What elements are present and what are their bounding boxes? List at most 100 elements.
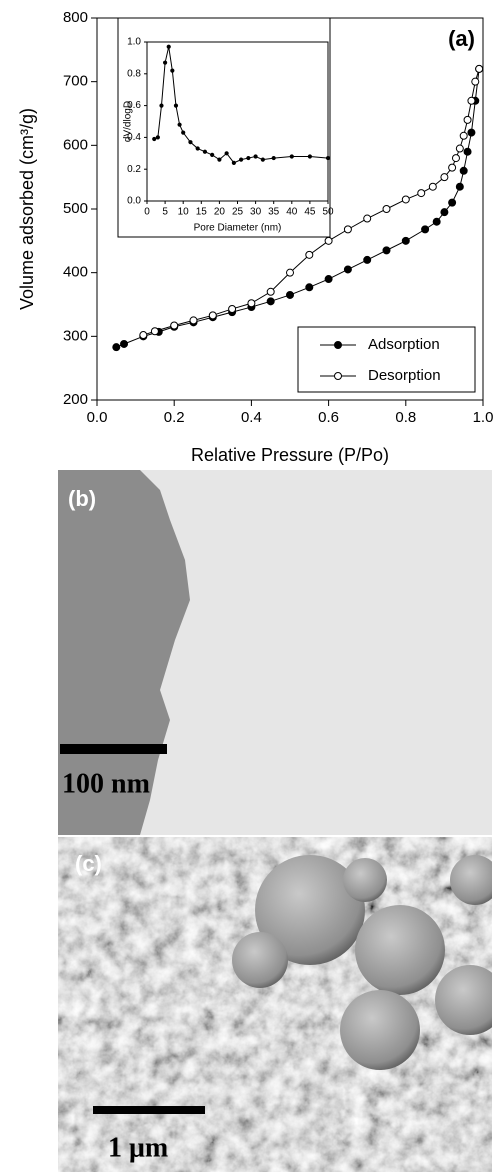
data-point — [228, 304, 237, 313]
data-point — [382, 246, 391, 255]
y-tick-label: 0.0 — [127, 196, 141, 207]
data-point — [448, 163, 457, 172]
y-tick-label: 300 — [63, 327, 88, 344]
x-tick-label: 0.6 — [318, 409, 339, 426]
data-point — [286, 268, 294, 277]
data-point — [455, 182, 464, 191]
data-point — [363, 255, 372, 264]
data-point — [286, 290, 294, 299]
data-point — [305, 250, 314, 259]
panel-label: (b) — [68, 486, 96, 511]
y-tick-label: 700 — [63, 73, 88, 90]
data-point — [467, 128, 476, 137]
data-point — [170, 321, 179, 330]
data-point — [120, 339, 129, 348]
y-tick-label: 200 — [63, 391, 88, 408]
sem-image — [58, 837, 492, 1172]
x-tick-label: 1.0 — [473, 409, 494, 426]
x-tick-label: 20 — [214, 207, 226, 218]
data-point — [305, 283, 314, 292]
legend-box — [297, 326, 476, 393]
data-point — [210, 152, 215, 157]
data-point — [401, 236, 410, 245]
y-axis-title: Volume adsorbed (cm³/g) — [17, 108, 37, 310]
x-tick-label: 35 — [268, 207, 280, 218]
data-point — [324, 275, 333, 284]
data-point — [417, 189, 426, 198]
data-point — [343, 225, 352, 234]
data-point — [471, 77, 480, 86]
data-point — [253, 154, 258, 159]
data-point — [440, 173, 449, 182]
data-point — [247, 299, 256, 308]
x-tick-label: 25 — [232, 207, 244, 218]
data-point — [428, 182, 437, 191]
scale-bar-label: 1 μm — [108, 1132, 168, 1163]
y-tick-label: 0.2 — [127, 164, 141, 175]
data-point — [163, 60, 168, 65]
data-point — [363, 214, 372, 223]
data-point — [475, 64, 484, 73]
data-point — [246, 155, 251, 161]
data-point — [150, 327, 159, 336]
data-point — [271, 155, 276, 161]
data-point — [173, 103, 179, 108]
data-point — [188, 140, 193, 145]
data-point — [467, 96, 476, 105]
data-point — [463, 115, 472, 124]
x-tick-label: 0.4 — [241, 409, 262, 426]
x-tick-label: 45 — [304, 207, 316, 218]
y-tick-label: 0.6 — [127, 100, 141, 111]
inset-frame — [117, 17, 331, 238]
data-point — [448, 198, 457, 207]
y-tick-label: 0.4 — [127, 132, 141, 143]
data-point — [155, 135, 160, 140]
data-point — [224, 151, 229, 156]
data-point — [463, 147, 472, 156]
tem-image — [58, 470, 492, 835]
x-axis-title: Relative Pressure (P/Po) — [191, 445, 389, 465]
y-tick-label: 500 — [63, 200, 88, 217]
data-point — [432, 217, 441, 226]
panel-label: (c) — [75, 851, 102, 876]
x-tick-label: 50 — [322, 207, 334, 218]
x-tick-label: 5 — [162, 207, 168, 218]
y-tick-label: 600 — [63, 136, 88, 153]
legend-marker — [334, 372, 342, 380]
data-point — [382, 205, 391, 213]
data-point — [455, 144, 464, 153]
x-tick-label: 40 — [286, 207, 298, 218]
legend-marker — [334, 341, 342, 349]
data-point — [325, 155, 331, 161]
data-point — [440, 208, 449, 217]
data-point — [181, 130, 186, 135]
data-point — [231, 160, 236, 165]
data-point — [189, 316, 198, 325]
x-tick-label: 15 — [196, 207, 208, 218]
data-point — [152, 136, 157, 142]
data-point — [239, 157, 244, 162]
data-point — [324, 236, 333, 245]
data-point — [266, 287, 275, 296]
data-point — [289, 154, 294, 159]
data-point — [159, 103, 164, 108]
x-tick-label: 10 — [178, 207, 190, 218]
x-tick-label: 0.2 — [164, 409, 185, 426]
x-tick-label: 30 — [250, 207, 262, 218]
data-point — [202, 149, 208, 154]
data-point — [459, 166, 468, 175]
panel-label: (a) — [448, 26, 475, 51]
data-point — [260, 157, 265, 162]
y-tick-label: 1.0 — [127, 37, 141, 48]
data-point — [343, 265, 352, 274]
data-point — [170, 68, 175, 73]
x-axis-title: Pore Diameter (nm) — [194, 223, 282, 234]
data-point — [307, 154, 312, 159]
scale-bar-label: 100 nm — [62, 768, 150, 799]
data-point — [139, 331, 148, 340]
data-point — [112, 343, 121, 352]
y-tick-label: 800 — [63, 9, 88, 26]
legend-label: Adsorption — [368, 336, 440, 353]
data-point — [166, 44, 171, 49]
